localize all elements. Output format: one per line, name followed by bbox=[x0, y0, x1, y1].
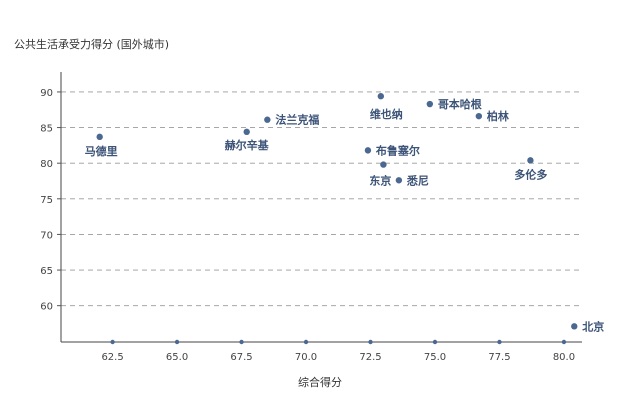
x-tick-label: 65.0 bbox=[166, 352, 188, 363]
y-tick-label: 65 bbox=[40, 266, 53, 277]
y-tick-label: 90 bbox=[40, 88, 53, 99]
y-ticks: 60 65 70 75 80 85 90 bbox=[40, 88, 61, 313]
x-tick-mark bbox=[497, 339, 502, 345]
x-tick-mark bbox=[368, 339, 373, 345]
x-tick-label: 75.0 bbox=[424, 352, 446, 363]
point-label: 柏林 bbox=[487, 109, 509, 123]
data-point bbox=[377, 93, 385, 100]
y-tick-label: 75 bbox=[40, 195, 53, 206]
point-label: 马德里 bbox=[85, 144, 118, 158]
x-tick-mark bbox=[110, 339, 115, 345]
point-label: 哥本哈根 bbox=[438, 97, 483, 111]
point-label: 悉尼 bbox=[406, 173, 429, 187]
y-tick-label: 80 bbox=[40, 159, 53, 170]
data-point bbox=[243, 128, 250, 136]
data-point bbox=[96, 133, 103, 141]
x-tick-mark bbox=[561, 339, 567, 345]
y-axis-label: 公共生活承受力得分 (国外城市) bbox=[14, 37, 169, 51]
data-point bbox=[571, 323, 578, 330]
data-point bbox=[264, 116, 271, 123]
data-point bbox=[395, 177, 403, 184]
x-tick-label: 77.5 bbox=[488, 352, 510, 363]
data-point bbox=[527, 157, 534, 164]
y-tick-label: 85 bbox=[40, 124, 53, 135]
x-tick-mark bbox=[432, 339, 438, 345]
x-tick-mark bbox=[239, 339, 244, 345]
point-label: 多伦多 bbox=[514, 167, 547, 181]
point-label: 法兰克福 bbox=[275, 113, 319, 127]
x-tick-mark bbox=[303, 339, 309, 345]
x-tick-label: 62.5 bbox=[101, 352, 123, 363]
x-tick-label: 72.5 bbox=[359, 352, 381, 363]
point-label: 布鲁塞尔 bbox=[376, 143, 420, 157]
data-point bbox=[380, 161, 387, 168]
x-ticks: 62.5 65.0 67.5 70.0 72.5 75.0 77.5 80.0 bbox=[101, 339, 575, 363]
grid-lines bbox=[61, 91, 582, 307]
point-label: 维也纳 bbox=[370, 107, 403, 121]
y-tick-label: 70 bbox=[40, 230, 53, 241]
data-point bbox=[426, 100, 434, 108]
x-tick-label: 70.0 bbox=[295, 352, 317, 363]
point-label: 赫尔辛基 bbox=[225, 138, 270, 152]
point-label: 东京 bbox=[369, 174, 391, 188]
data-point bbox=[475, 112, 483, 120]
axes bbox=[60, 72, 582, 343]
x-tick-mark bbox=[174, 339, 180, 345]
x-axis-label: 综合得分 bbox=[298, 375, 342, 389]
x-tick-label: 80.0 bbox=[553, 352, 575, 363]
x-tick-label: 67.5 bbox=[230, 352, 252, 363]
y-tick-label: 60 bbox=[40, 302, 53, 313]
point-label: 北京 bbox=[582, 319, 604, 333]
data-point bbox=[364, 147, 372, 154]
